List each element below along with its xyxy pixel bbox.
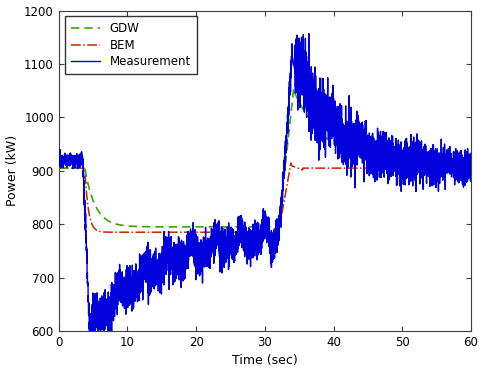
GDW bbox=[465, 165, 471, 170]
GDW bbox=[154, 225, 160, 229]
BEM bbox=[212, 230, 217, 235]
GDW bbox=[276, 225, 282, 229]
GDW bbox=[151, 225, 157, 229]
Line: Measurement: Measurement bbox=[59, 34, 471, 347]
BEM bbox=[203, 230, 209, 235]
X-axis label: Time (sec): Time (sec) bbox=[232, 354, 298, 367]
BEM bbox=[468, 166, 474, 170]
Measurement bbox=[468, 165, 474, 170]
GDW bbox=[241, 225, 246, 229]
GDW bbox=[56, 166, 61, 170]
Measurement bbox=[465, 167, 471, 171]
GDW bbox=[291, 86, 297, 91]
Line: GDW: GDW bbox=[59, 88, 471, 227]
BEM bbox=[56, 166, 61, 170]
BEM bbox=[288, 161, 294, 165]
Measurement bbox=[306, 31, 312, 36]
GDW bbox=[211, 225, 217, 229]
Measurement bbox=[154, 261, 160, 266]
BEM bbox=[156, 230, 162, 235]
Measurement bbox=[156, 281, 162, 285]
Legend: GDW, BEM, Measurement: GDW, BEM, Measurement bbox=[65, 16, 197, 74]
Y-axis label: Power (kW): Power (kW) bbox=[5, 135, 18, 206]
BEM bbox=[154, 230, 160, 235]
Measurement bbox=[56, 159, 61, 163]
Line: BEM: BEM bbox=[59, 163, 471, 232]
Measurement bbox=[87, 345, 93, 349]
Measurement bbox=[241, 248, 246, 253]
Measurement bbox=[151, 269, 157, 274]
GDW bbox=[468, 166, 474, 170]
GDW bbox=[156, 225, 162, 229]
BEM bbox=[151, 230, 157, 235]
BEM bbox=[241, 230, 246, 235]
Measurement bbox=[212, 226, 217, 230]
BEM bbox=[465, 166, 471, 170]
